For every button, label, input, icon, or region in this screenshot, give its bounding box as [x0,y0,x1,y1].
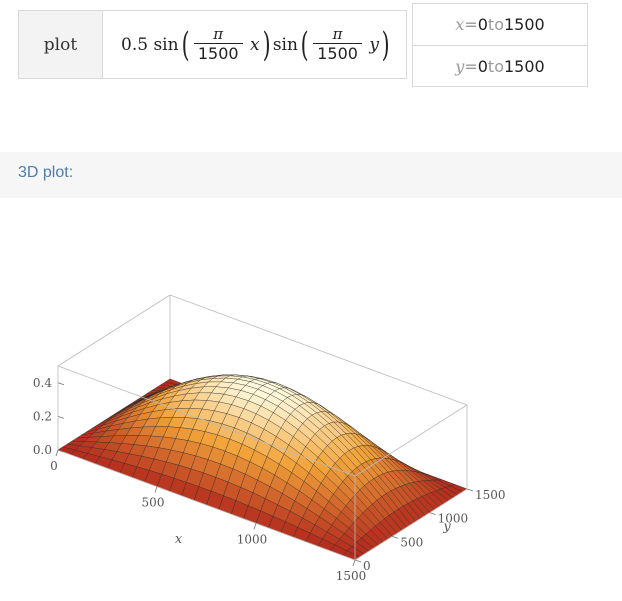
range-box: x = 0 to 1500 y = 0 to 1500 [412,3,588,87]
input-interpretation-table: plot 0.5 sin(π 1500 x) sin(π 1500 y) [18,10,407,79]
axis-ticks: 0.0 0.2 0.4 0 500 1000 1500 x 0 500 1000 1500 y [33,376,506,583]
range-row-x: x = 0 to 1500 [455,15,545,34]
box-edge-front [57,365,356,477]
bounding-box-front [57,365,468,561]
fraction-1: π 1500 [193,25,243,64]
y-tick-mark [429,512,436,516]
y-tick-label: 0 [363,559,371,573]
z-tick-label: 0.2 [33,409,52,423]
y-tick-mark [466,488,474,492]
box-edge-front [354,404,468,477]
x-tick-label: 1500 [336,569,367,583]
y-tick-label: 1000 [438,512,469,526]
y-tick-mark [354,559,362,563]
surface-mesh [57,374,468,561]
fraction-2: π 1500 [313,25,362,64]
sin-function-2: sin [272,34,298,55]
x-tick-mark [154,486,158,493]
variable-y: y [369,34,379,55]
expression-cell: 0.5 sin(π 1500 x) sin(π 1500 y) [121,24,390,65]
z-tick-label: 0.4 [33,376,52,390]
3d-surface-plot[interactable]: 0.0 0.2 0.4 0 500 1000 1500 x 0 500 1000 1500 y [0,198,622,601]
box-edge-front [57,449,356,561]
x-tick-mark [253,523,257,530]
y-tick-label: 1500 [475,488,506,502]
x-tick-label: 0 [50,459,58,473]
sin-function-1: sin [153,34,179,55]
y-tick-label: 500 [400,535,423,549]
box-edge-back [57,294,171,367]
box-edge-back [169,294,468,406]
box-edge-front [354,488,468,561]
z-tick-mark [57,416,65,419]
z-tick-mark [57,449,65,453]
x-tick-label: 500 [142,496,165,510]
z-tick-mark [57,382,65,386]
x-tick-mark [352,559,356,567]
y-axis-label: y [442,520,451,535]
y-tick-mark [392,535,399,539]
x-tick-label: 1000 [237,532,268,546]
variable-x: x [249,34,260,55]
x-axis-label: x [175,532,183,547]
x-tick-mark [55,449,59,457]
z-tick-label: 0.0 [33,443,52,457]
pod-title: 3D plot: [18,164,74,181]
coefficient: 0.5 [121,34,149,55]
command-cell: plot [19,11,103,78]
range-row-y: y = 0 to 1500 [413,45,587,87]
pod-header [0,152,622,198]
